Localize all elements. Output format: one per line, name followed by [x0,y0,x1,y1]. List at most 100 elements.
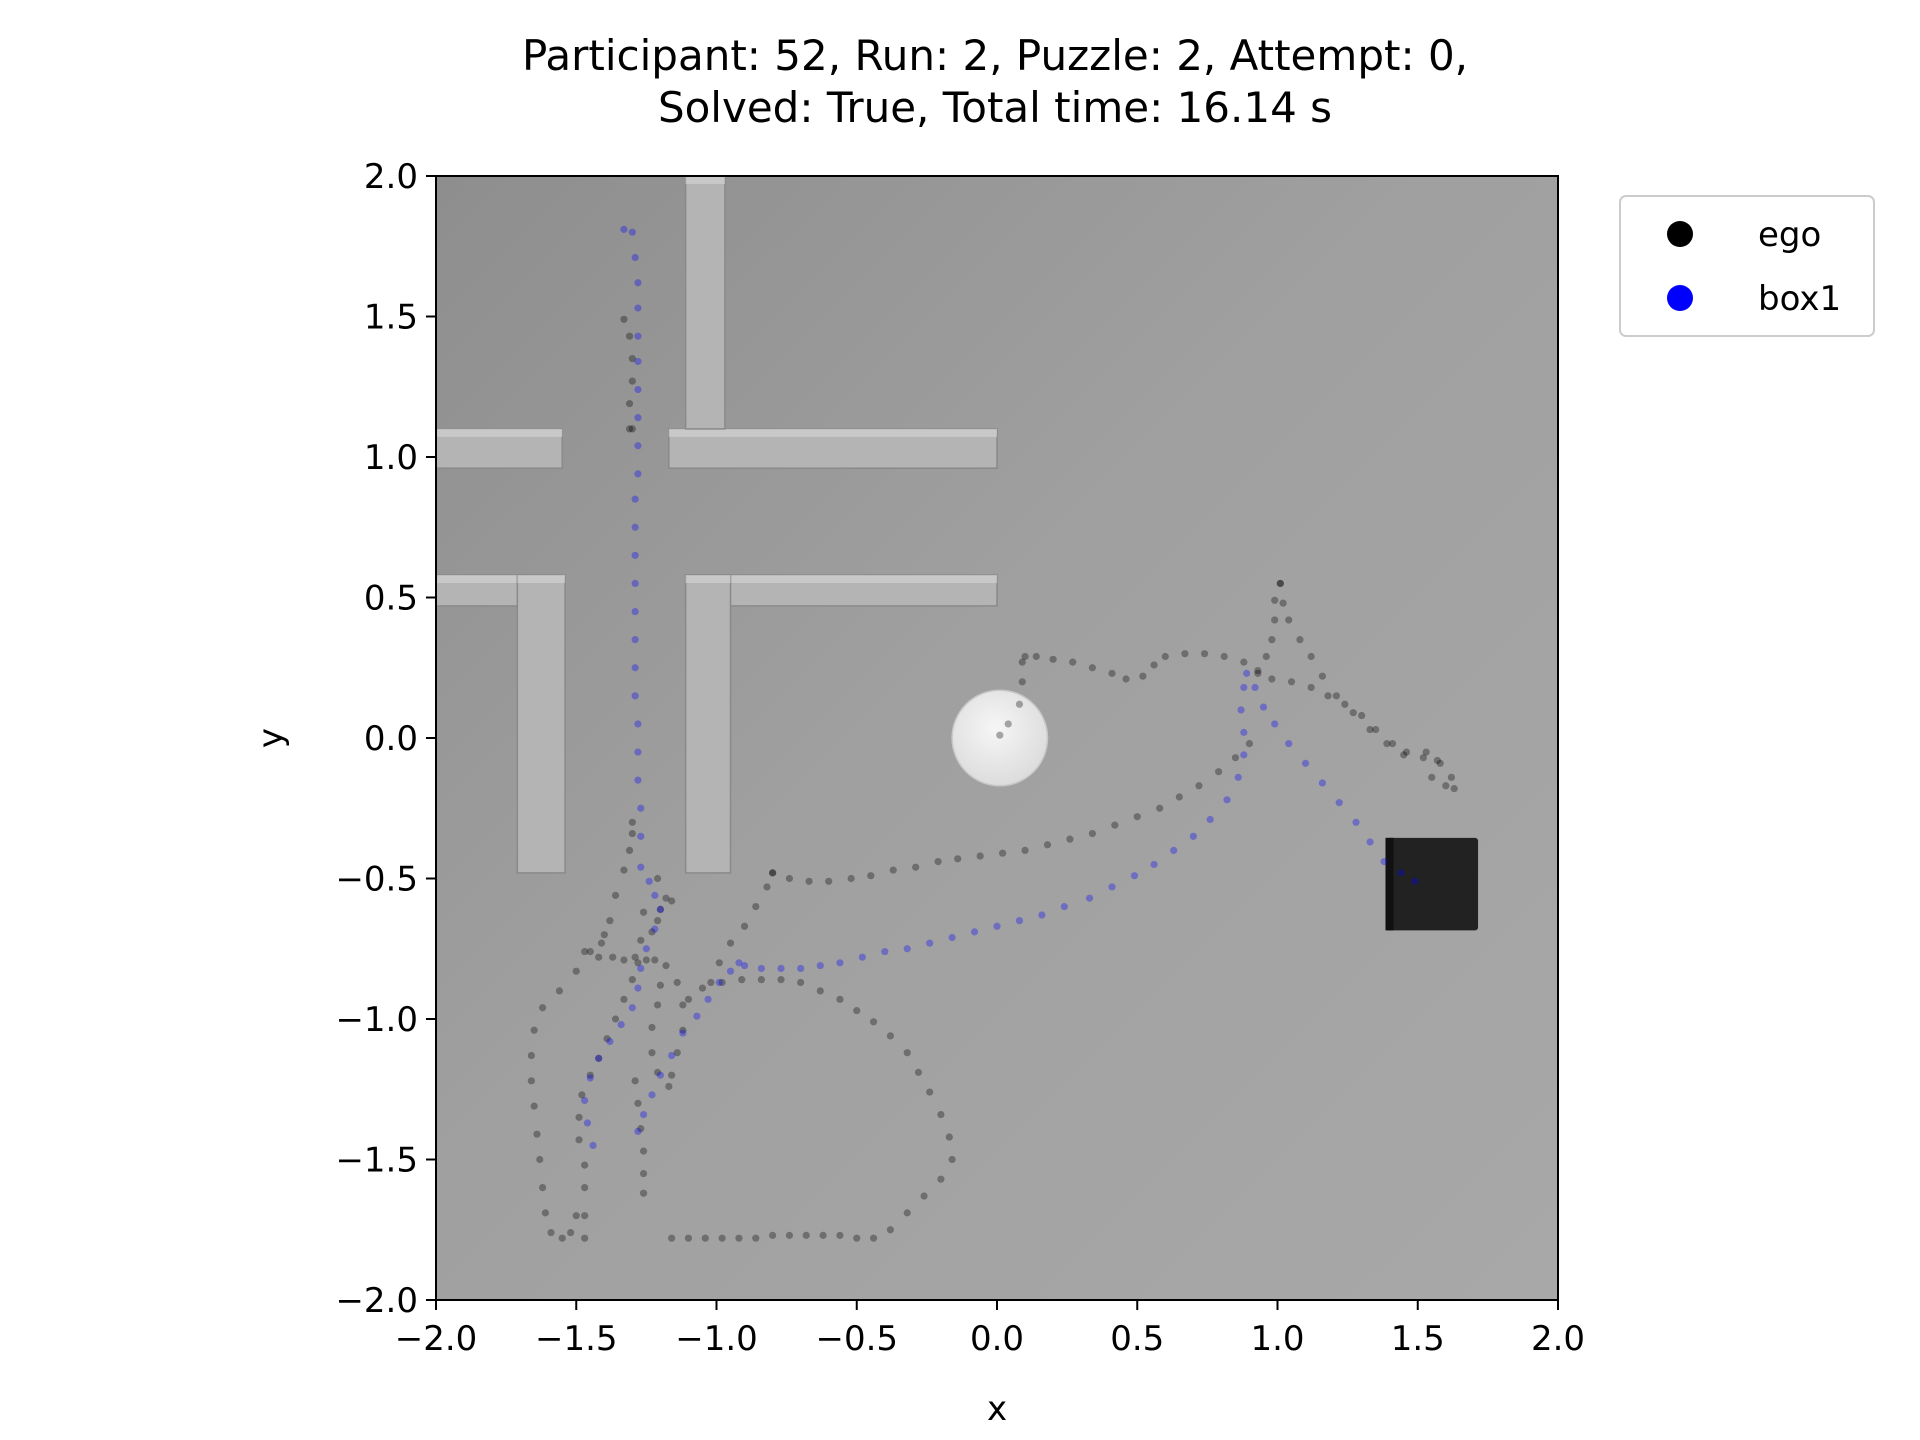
ego-point [1015,700,1024,708]
box1-point [631,253,639,262]
ego-point [1139,672,1147,680]
box1-point [903,945,911,953]
ego-point [1433,756,1441,765]
ego-point [611,891,620,899]
box1-point [881,947,889,956]
maze-wall-highlight [517,575,566,584]
ego-point [903,1209,911,1217]
maze-wall-highlight [685,575,731,584]
chart-title-line1: Participant: 52, Run: 2, Puzzle: 2, Atte… [521,31,1469,80]
ego-point [1307,683,1315,692]
ego-point [595,1054,603,1062]
ego-point [567,1228,575,1237]
box1-point [634,470,642,478]
ego-point [653,1068,662,1076]
box1-point [1130,872,1139,880]
ego-point [1366,725,1374,734]
x-axis-ticks: −2.0 −1.5 −1.0 −0.5 0.0 0.5 1.0 1.5 2.0 [395,1300,1585,1359]
ego-point [1240,658,1248,666]
ego-point [1307,652,1315,661]
ego-point [1156,804,1164,812]
ego-point [785,874,794,883]
ego-point [538,1004,547,1012]
ego-point [757,976,765,984]
box1-point [637,804,645,812]
chart-title-line2: Solved: True, Total time: 16.14 s [657,83,1333,133]
ego-point [631,953,639,961]
ego-point [555,987,564,995]
box1-point [637,863,645,871]
ego-point [1122,675,1130,683]
ego-point [628,377,636,385]
ego-point [797,978,805,987]
ego-point [662,962,670,970]
box1-point [735,959,743,967]
box1-point [651,925,659,933]
ego-point [707,978,715,987]
ego-point [1332,692,1341,700]
maze-wall-highlight [436,428,563,437]
box1-point [581,1096,589,1105]
ego-point [1220,652,1228,661]
box1-point [631,664,639,672]
ego-point [656,981,665,989]
y-tick-label: −0.5 [335,860,418,900]
ego-point [735,1234,743,1242]
box1-point [631,636,639,644]
box1-point [634,776,642,784]
ego-point [656,905,665,914]
ego-point [625,846,634,855]
y-tick-label: 0.0 [364,719,418,759]
ego-point [853,1234,861,1242]
box1-point [648,1091,656,1099]
box1-point [617,1021,625,1029]
ego-point [1088,829,1096,838]
ego-point [1271,596,1279,604]
ego-point [1349,709,1357,717]
ego-point [648,928,656,936]
ego-point [620,866,628,874]
box1-point [970,928,979,936]
ego-point [536,1155,544,1164]
ego-point [639,1147,648,1155]
ego-point [609,953,617,961]
ego-point [1150,661,1158,669]
ego-point [653,917,662,925]
ego-point [920,1192,928,1200]
ego-point [1450,784,1458,793]
ego-point [1021,846,1029,855]
ego-point [1032,652,1040,661]
ego-point [954,855,962,863]
ego-point [527,1077,535,1085]
ego-point [1276,579,1284,588]
box1-point [634,984,642,992]
box1-point [637,832,645,840]
x-tick-label: 0.5 [1110,1319,1164,1359]
box1-point [634,304,642,312]
ego-point [639,1189,648,1197]
y-tick-label: 0.5 [364,579,418,619]
x-tick-label: −1.0 [675,1319,758,1359]
ego-point [1436,759,1444,767]
box1-point [926,939,934,947]
box1-point [1234,773,1242,781]
ego-point [625,425,634,433]
ego-point [1111,821,1119,829]
box1-point [634,1127,642,1135]
ego-point [976,852,984,860]
ego-point [648,1049,656,1057]
ego-point [869,1234,878,1242]
ego-point [945,1133,953,1141]
box1-point [637,964,645,973]
box-object [1385,837,1479,931]
ego-point [581,1234,589,1242]
ego-point [679,1026,687,1034]
ego-point [1066,835,1074,843]
ego-point [805,877,813,885]
ego-point [634,1099,642,1107]
ego-point [642,956,650,964]
x-tick-label: −0.5 [815,1319,898,1359]
ego-point [1200,650,1209,658]
ego-point [769,869,777,877]
box1-point [634,385,642,394]
